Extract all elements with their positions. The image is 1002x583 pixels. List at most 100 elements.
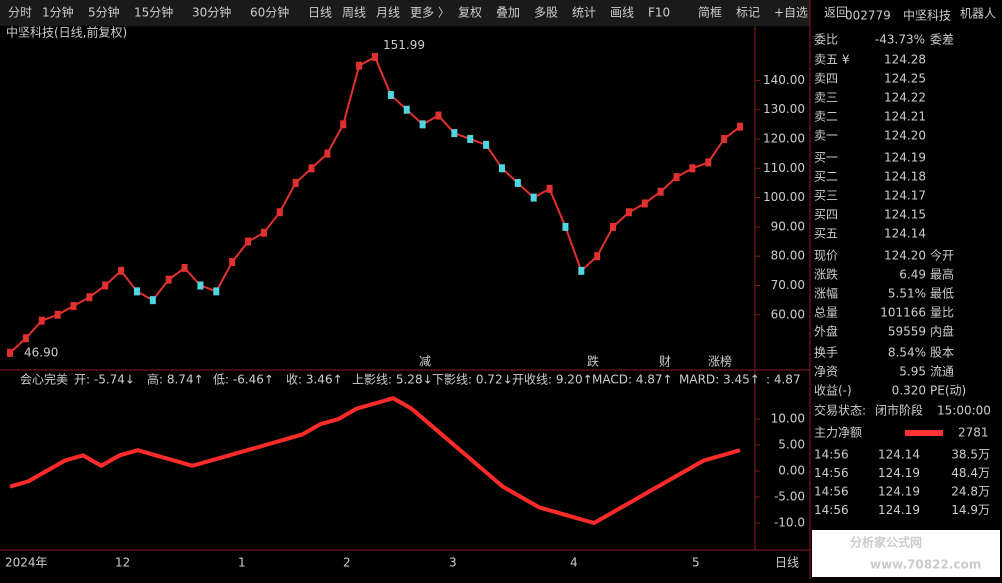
candle <box>483 140 490 149</box>
label: 委比 <box>814 33 838 47</box>
stat-label: 涨幅 <box>814 286 838 301</box>
period-tab[interactable]: 30分钟 <box>192 5 231 20</box>
stat-label: 最高 <box>930 267 954 282</box>
period-tab[interactable]: 15分钟 <box>134 5 173 20</box>
order-price: 124.21 <box>884 110 926 124</box>
tool-button[interactable]: 简框 <box>698 6 722 20</box>
tool-button[interactable]: 统计 <box>572 6 596 20</box>
indicator-value: MARD: 3.45↑ <box>679 373 760 387</box>
candle <box>578 266 585 275</box>
stat-label: 净资 <box>814 365 838 379</box>
stat-value: 101166 <box>880 306 926 320</box>
period-tab[interactable]: 60分钟 <box>250 5 289 20</box>
status-value: 闭市阶段 <box>875 403 923 418</box>
stat-label: 外盘 <box>814 324 838 339</box>
order-label: 卖一 <box>814 129 838 143</box>
order-price: 124.20 <box>884 129 926 143</box>
candle <box>292 178 299 187</box>
tool-button[interactable]: 画线 <box>610 6 634 20</box>
period-tab[interactable]: 1分钟 <box>42 5 74 20</box>
period-tab[interactable]: 周线 <box>342 6 366 20</box>
order-label: 卖三 <box>814 91 838 105</box>
period-label: 日线 <box>775 556 799 570</box>
trade-time: 14:56 <box>814 448 849 462</box>
chart-title: 中坚科技(日线,前复权) <box>6 25 127 40</box>
trade-volume: 48.4万 <box>951 466 990 480</box>
stat-label: 收益(-) <box>814 384 852 398</box>
y-tick-label: 0.00 <box>778 464 805 478</box>
candle <box>387 91 394 100</box>
candle <box>197 281 204 290</box>
period-tab[interactable]: 月线 <box>376 6 400 20</box>
tool-button[interactable]: 叠加 <box>496 6 520 20</box>
candle <box>737 122 743 131</box>
candle <box>86 293 93 302</box>
order-label: 卖五 ¥ <box>814 53 850 67</box>
stat-label: 今开 <box>930 248 954 263</box>
candle <box>149 296 156 305</box>
period-tab[interactable]: 日线 <box>308 6 332 20</box>
tool-button[interactable]: +自选 <box>774 6 808 20</box>
candle <box>610 222 617 231</box>
tool-button[interactable]: 多股 <box>534 6 558 20</box>
trade-price: 124.19 <box>878 466 920 480</box>
indicator-value: 开: -5.74↓ <box>74 373 135 387</box>
candle <box>340 120 347 129</box>
y-tick-label: 140.00 <box>763 73 805 87</box>
tool-button[interactable]: 返回 <box>824 6 848 20</box>
candle <box>467 135 474 143</box>
status-time: 15:00:00 <box>937 404 991 418</box>
candle <box>721 135 728 143</box>
stat-label: 现价 <box>814 249 838 263</box>
candle <box>118 266 125 275</box>
indicator-value: 高: 8.74↑ <box>147 372 204 387</box>
y-tick-label: 10.00 <box>771 412 805 426</box>
stat-label: 内盘 <box>930 324 954 339</box>
stock-tag: 机器人 <box>960 7 996 21</box>
trade-time: 14:56 <box>814 485 849 499</box>
period-tab[interactable]: 5分钟 <box>88 5 120 20</box>
candle <box>70 302 77 311</box>
logo-title: 分析家公式网 <box>850 535 922 550</box>
candle <box>546 184 553 193</box>
candle <box>181 263 188 272</box>
indicator-value: 下影线: 0.72↓ <box>432 373 513 387</box>
stat-label: 涨跌 <box>814 267 838 282</box>
y-tick-label: 80.00 <box>771 249 805 263</box>
indicator-value: 上影线: 5.28↓ <box>352 373 433 387</box>
y-tick-label: 100.00 <box>763 190 805 204</box>
flow-bar <box>905 430 943 436</box>
y-tick-label: 60.00 <box>771 307 805 321</box>
candle <box>133 287 140 296</box>
tool-button[interactable]: 标记 <box>736 6 760 20</box>
candle <box>102 281 109 290</box>
x-tick-label: 2 <box>343 556 351 570</box>
candle <box>562 222 569 231</box>
order-label: 卖四 <box>814 72 838 86</box>
y-tick-label: 90.00 <box>771 219 805 233</box>
label: 委差 <box>930 33 954 47</box>
trade-price: 124.14 <box>878 448 920 462</box>
candle <box>419 120 426 129</box>
y-tick-label: 110.00 <box>763 161 805 175</box>
stat-value: 8.54% <box>888 346 926 360</box>
indicator-value: : 4.87 <box>766 373 801 387</box>
candle <box>308 164 315 173</box>
order-price: 124.28 <box>884 53 926 67</box>
high-label: 151.99 <box>383 38 425 52</box>
tool-button[interactable]: 复权 <box>458 6 482 20</box>
flow-label: 主力净额 <box>814 426 862 440</box>
candle <box>260 228 267 237</box>
order-price: 124.22 <box>884 91 926 105</box>
x-tick-label: 2024年 <box>5 556 48 570</box>
stat-label: 股本 <box>930 346 954 360</box>
candle <box>403 105 410 114</box>
value: -43.73% <box>875 33 925 47</box>
period-tab[interactable]: 更多 〉 <box>410 6 450 20</box>
stat-value: 6.49 <box>899 268 926 282</box>
period-tab[interactable]: 分时 <box>8 6 32 20</box>
tool-button[interactable]: F10 <box>648 6 670 20</box>
order-price: 124.17 <box>884 189 926 203</box>
order-price: 124.15 <box>884 208 926 222</box>
